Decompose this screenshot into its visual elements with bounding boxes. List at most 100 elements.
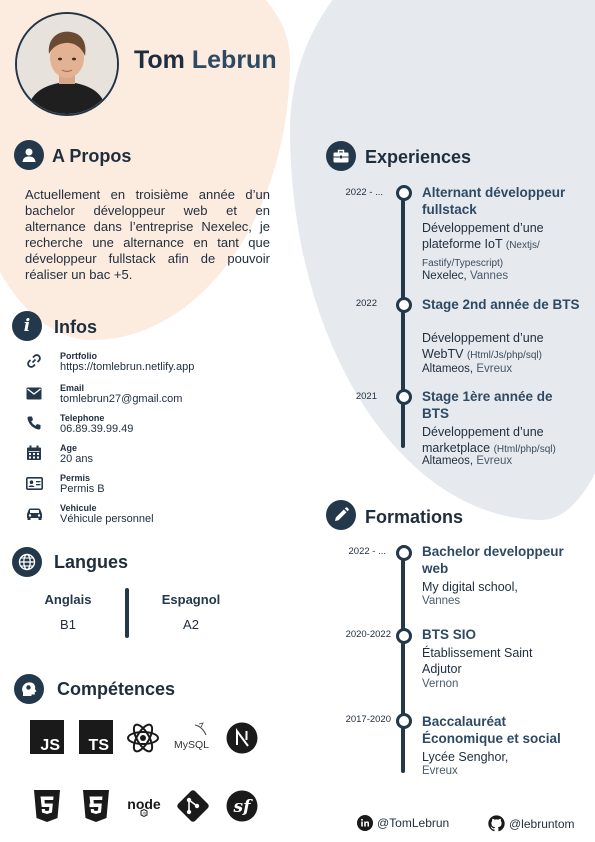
info-label: Portfolio [60, 351, 97, 361]
portfolio-link[interactable]: https://tomlebrun.netlify.app [60, 361, 195, 373]
user-icon [14, 140, 44, 170]
timeline-dot [396, 628, 412, 644]
about-title: A Propos [52, 146, 132, 166]
experience-company: Altameos, Evreux [422, 454, 512, 468]
experience-company: Altameos, Evreux [422, 362, 512, 376]
info-label: Email [60, 383, 85, 393]
nextjs-icon [225, 721, 259, 755]
company-name: Nexelec, [422, 270, 467, 282]
svg-text:JS: JS [40, 737, 60, 754]
phone-value: 06.89.39.99.49 [60, 423, 134, 435]
email-link[interactable]: tomlebrun27@gmail.com [60, 393, 183, 405]
skills-title: Compétences [57, 679, 176, 699]
formation-title: BTS SIO [422, 627, 477, 642]
calendar-icon [24, 443, 44, 463]
experience-description: Développement d’une marketplace (Html/ph… [422, 424, 582, 458]
language-level: A2 [183, 617, 199, 632]
timeline-dot [396, 713, 412, 729]
experience-date: 2022 - ... [345, 187, 384, 198]
company-name: Altameos, [422, 363, 474, 375]
experience-description: Développement d’une WebTV (Html/Js/php/s… [422, 330, 582, 364]
company-place: Vannes [469, 270, 509, 282]
github-link[interactable]: @lebruntom [488, 815, 575, 832]
experience-tech: (Html/Js/php/sql) [466, 350, 542, 361]
linkedin-icon [357, 815, 373, 831]
info-portfolio: Portfolio https://tomlebrun.netlify.app [24, 351, 254, 375]
age-value: 20 ans [60, 453, 94, 465]
symfony-icon: sf [225, 789, 259, 823]
info-label: Permis [60, 473, 91, 483]
mysql-icon: MySQL [173, 721, 213, 755]
info-label: Telephone [60, 413, 105, 423]
svg-text:sf: sf [233, 797, 254, 817]
experience-tech: (Html/php/sql) [493, 444, 556, 455]
pencil-icon [326, 500, 356, 530]
svg-text:TS: TS [89, 737, 110, 754]
avatar [15, 12, 119, 116]
experience-desc-text: Développement d’une WebTV [422, 331, 544, 361]
link-icon [24, 351, 44, 371]
timeline-dot [396, 297, 412, 313]
formations-title: Formations [365, 507, 464, 527]
first-name: Tom [134, 46, 185, 74]
formation-date: 2017-2020 [345, 714, 391, 725]
briefcase-icon [326, 141, 356, 171]
formation-title: Bachelor developpeur web [422, 544, 564, 576]
formation-school: My digital school, [422, 580, 518, 594]
experience-description: Développement d’une plateforme IoT (Next… [422, 220, 582, 272]
experience-title: Alternant développeur fullstack [422, 185, 566, 217]
svg-text:MySQL: MySQL [174, 739, 209, 751]
language-name: Espagnol [161, 592, 221, 607]
experience-title: Stage 2nd année de BTS [422, 297, 580, 312]
formation-date: 2020-2022 [345, 629, 391, 640]
experience-title: Stage 1ère année de BTS [422, 389, 553, 421]
timeline-dot [396, 545, 412, 561]
css3-icon [79, 789, 113, 823]
brain-head-icon [14, 674, 44, 704]
mail-icon [24, 383, 44, 403]
formation-place: Vannes [422, 595, 461, 607]
car-icon [24, 503, 44, 523]
phone-icon [24, 413, 44, 433]
vehicule-value: Véhicule personnel [60, 513, 154, 525]
info-permis: Permis Permis B [24, 473, 254, 497]
experience-company: Nexelec, Vannes [422, 269, 508, 283]
info-email: Email tomlebrun27@gmail.com [24, 383, 254, 407]
language-name: Anglais [44, 592, 92, 607]
formation-school: Lycée Senghor, [422, 750, 509, 764]
formation-timeline [401, 545, 405, 773]
experience-desc-text: Développement d’une plateforme IoT [422, 221, 544, 251]
company-place: Evreux [476, 363, 513, 375]
info-label: Age [60, 443, 78, 453]
svg-text:JS: JS [142, 812, 147, 816]
linkedin-handle: @TomLebrun [377, 816, 450, 830]
experience-timeline [401, 186, 405, 448]
timeline-dot [396, 185, 412, 201]
language-level: B1 [60, 617, 76, 632]
language-divider [125, 588, 129, 638]
full-name: Tom Lebrun [134, 46, 277, 75]
javascript-icon: JS [30, 720, 64, 754]
formation-title: Baccalauréat Économique et social [422, 714, 561, 746]
infos-title: Infos [54, 317, 97, 337]
info-icon: i [12, 311, 42, 341]
experience-tech: (Nextjs/ Fastify/Typescript) [422, 240, 540, 269]
id-card-icon [24, 473, 44, 493]
experiences-title: Experiences [365, 147, 472, 167]
timeline-dot [396, 389, 412, 405]
experience-date: 2021 [355, 391, 377, 402]
github-handle: @lebruntom [509, 816, 575, 831]
info-telephone: Telephone 06.89.39.99.49 [24, 413, 254, 437]
experience-date: 2022 [355, 298, 377, 309]
html5-icon [30, 789, 64, 823]
company-place: Evreux [476, 455, 513, 467]
info-age: Age 20 ans [24, 443, 254, 467]
permis-value: Permis B [60, 483, 105, 495]
experience-desc-text: Développement d’une marketplace [422, 425, 544, 455]
react-icon [126, 721, 160, 755]
company-name: Altameos, [422, 455, 474, 467]
formation-place: Evreux [422, 765, 458, 777]
linkedin-link[interactable]: @TomLebrun [357, 815, 449, 831]
typescript-icon: TS [79, 720, 113, 754]
formation-place: Vernon [422, 678, 459, 690]
